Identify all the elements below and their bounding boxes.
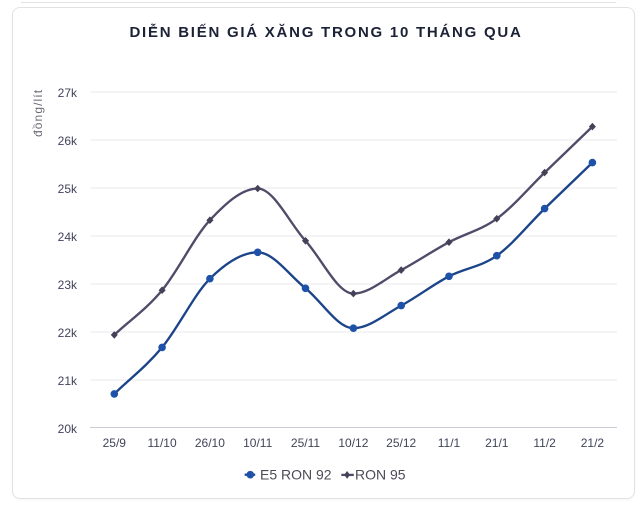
svg-text:E5 RON 92: E5 RON 92 bbox=[260, 466, 332, 482]
svg-text:11/2: 11/2 bbox=[533, 436, 556, 450]
svg-text:RON 95: RON 95 bbox=[355, 466, 406, 482]
svg-text:10/11: 10/11 bbox=[243, 436, 272, 450]
svg-text:21k: 21k bbox=[58, 374, 78, 388]
svg-text:26/10: 26/10 bbox=[195, 436, 225, 450]
svg-text:20k: 20k bbox=[58, 422, 78, 436]
svg-text:25/9: 25/9 bbox=[103, 436, 127, 450]
svg-text:25/12: 25/12 bbox=[386, 436, 416, 450]
svg-text:24k: 24k bbox=[58, 230, 78, 244]
svg-text:27k: 27k bbox=[58, 86, 78, 100]
svg-text:11/1: 11/1 bbox=[438, 436, 461, 450]
svg-text:25k: 25k bbox=[58, 182, 78, 196]
svg-text:23k: 23k bbox=[58, 278, 78, 292]
svg-text:đồng/lít: đồng/lít bbox=[31, 89, 45, 137]
svg-text:25/11: 25/11 bbox=[291, 436, 320, 450]
svg-text:21/1: 21/1 bbox=[485, 436, 509, 450]
svg-text:10/12: 10/12 bbox=[338, 436, 368, 450]
svg-text:22k: 22k bbox=[58, 326, 78, 340]
svg-text:26k: 26k bbox=[58, 134, 78, 148]
svg-text:21/2: 21/2 bbox=[581, 436, 605, 450]
svg-text:11/10: 11/10 bbox=[148, 436, 177, 450]
